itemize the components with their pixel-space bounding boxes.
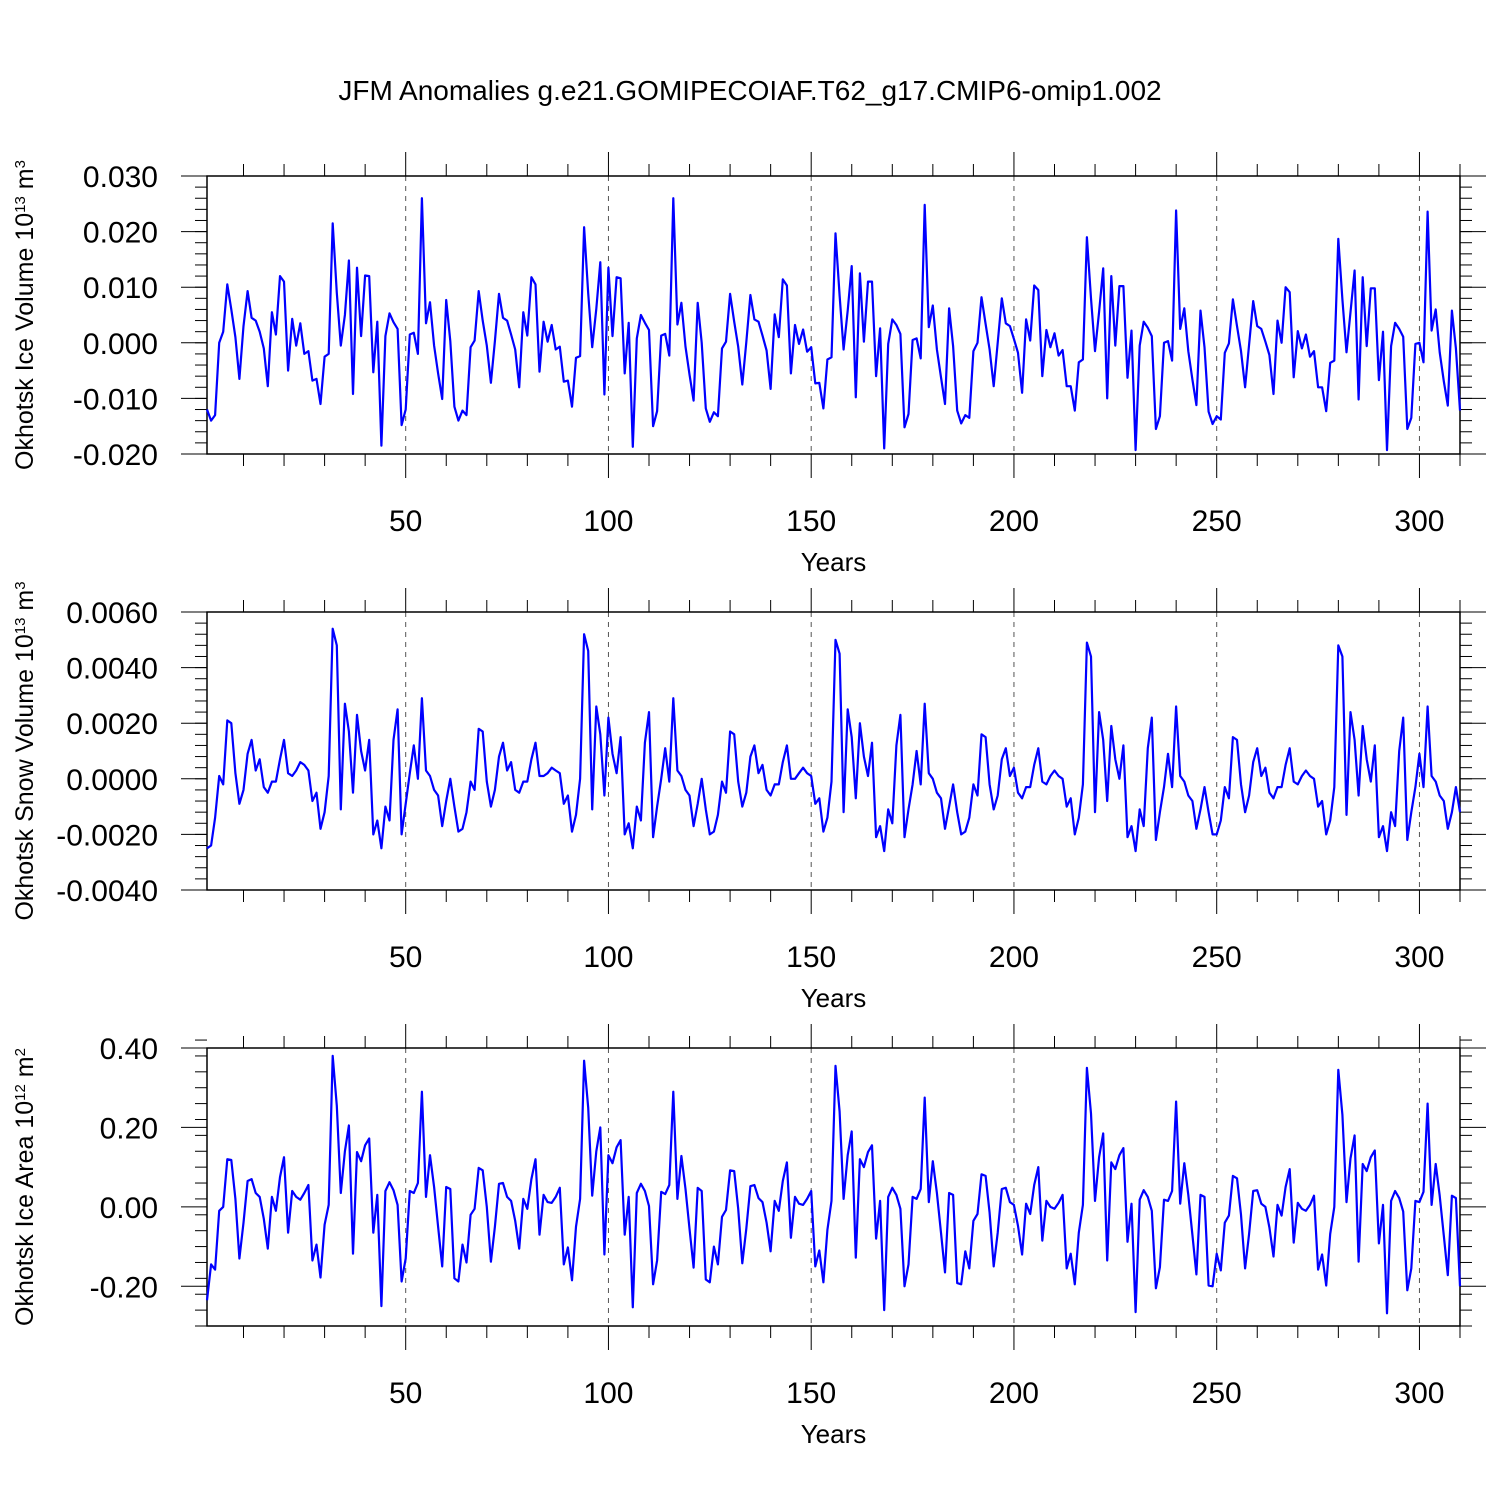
y-axis-label: Okhotsk Ice Volume 1013 m3 — [11, 160, 39, 470]
panel-3: 50 100 150 200 250 300 -0.20 0.00 0.20 0.40 Years O… — [11, 1024, 1486, 1449]
y-tick-label: 0.020 — [83, 217, 158, 250]
y-tick-label: 0.20 — [100, 1112, 158, 1145]
x-tick-label: 100 — [583, 505, 633, 538]
y-tick-label: -0.0040 — [56, 875, 158, 908]
x-tick-label: 200 — [989, 1377, 1039, 1410]
y-tick-label: 0.0040 — [66, 653, 158, 686]
y-tick-label: 0.010 — [83, 272, 158, 305]
y-tick-label: 0.000 — [83, 328, 158, 361]
plot-frame — [206, 175, 1461, 455]
panel-1: 50 100 150 200 250 300 -0.020 -0.010 0.000 0.010 0… — [11, 152, 1486, 577]
x-tick-label: 100 — [583, 941, 633, 974]
x-tick-label: 200 — [989, 505, 1039, 538]
x-tick-label: 50 — [389, 941, 422, 974]
x-tick-label: 50 — [389, 505, 422, 538]
x-tick-label: 250 — [1192, 505, 1242, 538]
y-tick-label: -0.20 — [90, 1271, 158, 1304]
y-axis-label: Okhotsk Ice Area 1012 m2 — [11, 1048, 39, 1326]
plot-frame — [206, 1047, 1461, 1327]
x-axis-label: Years — [801, 983, 867, 1013]
x-tick-label: 150 — [786, 941, 836, 974]
x-tick-label: 300 — [1394, 505, 1444, 538]
series-line — [205, 197, 1462, 452]
y-tick-label: 0.0000 — [66, 764, 158, 797]
y-axis-label: Okhotsk Snow Volume 1013 m3 — [11, 581, 39, 920]
plot-frame — [206, 611, 1461, 891]
y-tick-label: 0.00 — [100, 1192, 158, 1225]
x-tick-label: 250 — [1192, 1377, 1242, 1410]
chart-panels: 50 100 150 200 250 300 -0.020 -0.010 0.000 0.010 0… — [11, 152, 1486, 1449]
series-line — [206, 627, 1462, 853]
x-tick-label: 150 — [786, 1377, 836, 1410]
y-tick-label: 0.0020 — [66, 708, 158, 741]
x-tick-label: 50 — [389, 1377, 422, 1410]
panel-2: 50 100 150 200 250 300 -0.0040 -0.0020 0.0000 0.0… — [11, 581, 1486, 1013]
y-tick-label: 0.0060 — [66, 597, 158, 630]
y-tick-label: 0.030 — [83, 161, 158, 194]
x-tick-label: 250 — [1192, 941, 1242, 974]
x-tick-label: 300 — [1394, 1377, 1444, 1410]
y-tick-label: 0.40 — [100, 1033, 158, 1066]
chart-title: JFM Anomalies g.e21.GOMIPECOIAF.T62_g17.… — [338, 75, 1161, 106]
x-tick-label: 100 — [583, 1377, 633, 1410]
x-axis-label: Years — [801, 547, 867, 577]
y-tick-label: -0.0020 — [56, 819, 158, 852]
y-tick-label: -0.020 — [73, 439, 158, 472]
y-tick-label: -0.010 — [73, 383, 158, 416]
series-line — [205, 1054, 1462, 1315]
x-tick-label: 150 — [786, 505, 836, 538]
x-axis-label: Years — [801, 1419, 867, 1449]
x-tick-label: 200 — [989, 941, 1039, 974]
x-tick-label: 300 — [1394, 941, 1444, 974]
